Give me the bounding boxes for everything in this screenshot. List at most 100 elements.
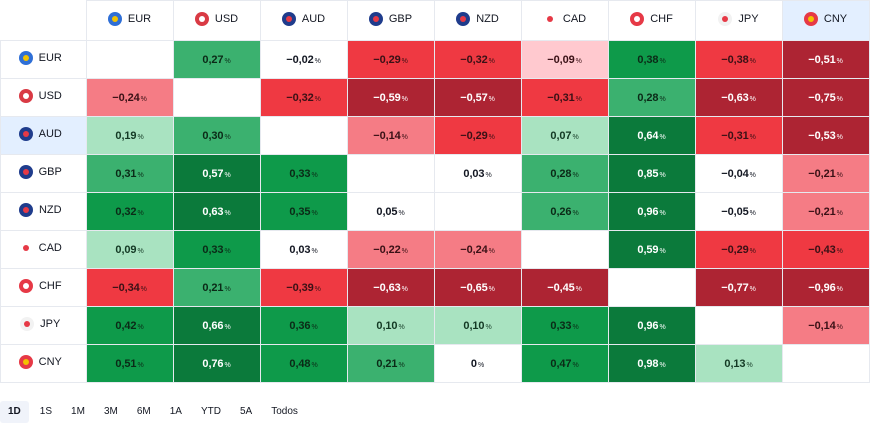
heatmap-cell[interactable]: −0,31% (520, 78, 609, 117)
heatmap-cell[interactable]: −0,21% (781, 154, 870, 193)
heatmap-cell[interactable]: −0,96% (781, 268, 870, 307)
range-button-3m[interactable]: 3M (103, 406, 118, 417)
row-header-jpy[interactable]: JPY (0, 306, 87, 345)
column-header-gbp[interactable]: GBP (346, 0, 435, 41)
heatmap-cell[interactable]: −0,05% (694, 192, 783, 231)
heatmap-cell[interactable]: 0,03% (259, 230, 348, 269)
column-header-eur[interactable]: EUR (85, 0, 174, 41)
heatmap-cell-empty[interactable] (607, 268, 696, 307)
heatmap-cell[interactable]: 0,42% (85, 306, 174, 345)
heatmap-cell-empty[interactable] (346, 154, 435, 193)
heatmap-cell[interactable]: 0,85% (607, 154, 696, 193)
heatmap-cell[interactable]: 0,51% (85, 344, 174, 383)
heatmap-cell-empty[interactable] (781, 344, 870, 383)
heatmap-cell[interactable]: −0,14% (781, 306, 870, 345)
heatmap-cell[interactable]: 0,47% (520, 344, 609, 383)
heatmap-cell[interactable]: −0,51% (781, 40, 870, 79)
heatmap-cell[interactable]: −0,43% (781, 230, 870, 269)
heatmap-cell[interactable]: 0,27% (172, 40, 261, 79)
column-header-nzd[interactable]: NZD (433, 0, 522, 41)
heatmap-cell[interactable]: 0,96% (607, 306, 696, 345)
heatmap-cell[interactable]: 0,59% (607, 230, 696, 269)
column-header-jpy[interactable]: JPY (694, 0, 783, 41)
heatmap-cell[interactable]: 0,31% (85, 154, 174, 193)
range-button-1a[interactable]: 1A (169, 406, 182, 417)
heatmap-cell[interactable]: −0,32% (433, 40, 522, 79)
row-header-eur[interactable]: EUR (0, 40, 87, 79)
heatmap-cell[interactable]: 0,21% (172, 268, 261, 307)
heatmap-cell[interactable]: 0,48% (259, 344, 348, 383)
heatmap-cell[interactable]: 0,13% (694, 344, 783, 383)
heatmap-cell[interactable]: −0,31% (694, 116, 783, 155)
heatmap-cell[interactable]: 0,09% (85, 230, 174, 269)
heatmap-cell[interactable]: −0,39% (259, 268, 348, 307)
heatmap-cell[interactable]: 0,33% (259, 154, 348, 193)
heatmap-cell[interactable]: 0,63% (172, 192, 261, 231)
row-header-nzd[interactable]: NZD (0, 192, 87, 231)
heatmap-cell[interactable]: −0,63% (346, 268, 435, 307)
heatmap-cell[interactable]: 0,05% (346, 192, 435, 231)
heatmap-cell[interactable]: 0,03% (433, 154, 522, 193)
heatmap-cell[interactable]: 0,30% (172, 116, 261, 155)
heatmap-cell[interactable]: 0% (433, 344, 522, 383)
row-header-chf[interactable]: CHF (0, 268, 87, 307)
heatmap-cell[interactable]: −0,21% (781, 192, 870, 231)
heatmap-cell[interactable]: −0,38% (694, 40, 783, 79)
heatmap-cell-empty[interactable] (85, 40, 174, 79)
row-header-cny[interactable]: CNY (0, 344, 87, 383)
heatmap-cell[interactable]: 0,19% (85, 116, 174, 155)
heatmap-cell[interactable]: 0,36% (259, 306, 348, 345)
heatmap-cell[interactable]: −0,04% (694, 154, 783, 193)
range-button-todos[interactable]: Todos (271, 406, 298, 417)
heatmap-cell[interactable]: −0,29% (346, 40, 435, 79)
heatmap-cell[interactable]: −0,59% (346, 78, 435, 117)
heatmap-cell[interactable]: 0,98% (607, 344, 696, 383)
heatmap-cell[interactable]: 0,26% (520, 192, 609, 231)
heatmap-cell[interactable]: 0,33% (520, 306, 609, 345)
heatmap-cell[interactable]: −0,29% (433, 116, 522, 155)
heatmap-cell[interactable]: −0,29% (694, 230, 783, 269)
heatmap-cell[interactable]: −0,45% (520, 268, 609, 307)
row-header-gbp[interactable]: GBP (0, 154, 87, 193)
column-header-cny[interactable]: CNY (781, 0, 870, 41)
heatmap-cell[interactable]: 0,07% (520, 116, 609, 155)
heatmap-cell[interactable]: 0,64% (607, 116, 696, 155)
heatmap-cell[interactable]: 0,10% (346, 306, 435, 345)
heatmap-cell[interactable]: −0,14% (346, 116, 435, 155)
heatmap-cell[interactable]: −0,77% (694, 268, 783, 307)
row-header-cad[interactable]: CAD (0, 230, 87, 269)
heatmap-cell[interactable]: 0,35% (259, 192, 348, 231)
heatmap-cell[interactable]: −0,09% (520, 40, 609, 79)
heatmap-cell[interactable]: −0,57% (433, 78, 522, 117)
range-button-6m[interactable]: 6M (136, 406, 151, 417)
range-button-1m[interactable]: 1M (71, 406, 85, 417)
heatmap-cell[interactable]: 0,10% (433, 306, 522, 345)
heatmap-cell[interactable]: 0,57% (172, 154, 261, 193)
heatmap-cell-empty[interactable] (694, 306, 783, 345)
heatmap-cell[interactable]: −0,02% (259, 40, 348, 79)
heatmap-cell[interactable]: 0,32% (85, 192, 174, 231)
row-header-aud[interactable]: AUD (0, 116, 87, 155)
column-header-aud[interactable]: AUD (259, 0, 348, 41)
range-button-1d[interactable]: 1D (0, 401, 29, 423)
heatmap-cell[interactable]: 0,21% (346, 344, 435, 383)
row-header-usd[interactable]: USD (0, 78, 87, 117)
range-button-ytd[interactable]: YTD (200, 406, 221, 417)
heatmap-cell-empty[interactable] (520, 230, 609, 269)
range-button-1s[interactable]: 1S (39, 406, 53, 417)
heatmap-cell[interactable]: −0,22% (346, 230, 435, 269)
heatmap-cell[interactable]: 0,38% (607, 40, 696, 79)
heatmap-cell[interactable]: −0,65% (433, 268, 522, 307)
heatmap-cell[interactable]: −0,32% (259, 78, 348, 117)
heatmap-cell-empty[interactable] (259, 116, 348, 155)
heatmap-cell[interactable]: 0,28% (607, 78, 696, 117)
heatmap-cell[interactable]: −0,24% (433, 230, 522, 269)
heatmap-cell[interactable]: −0,53% (781, 116, 870, 155)
column-header-usd[interactable]: USD (172, 0, 261, 41)
heatmap-cell[interactable]: −0,34% (85, 268, 174, 307)
heatmap-cell[interactable]: −0,24% (85, 78, 174, 117)
column-header-cad[interactable]: CAD (520, 0, 609, 41)
heatmap-cell[interactable]: −0,75% (781, 78, 870, 117)
heatmap-cell[interactable]: 0,66% (172, 306, 261, 345)
heatmap-cell[interactable]: 0,28% (520, 154, 609, 193)
